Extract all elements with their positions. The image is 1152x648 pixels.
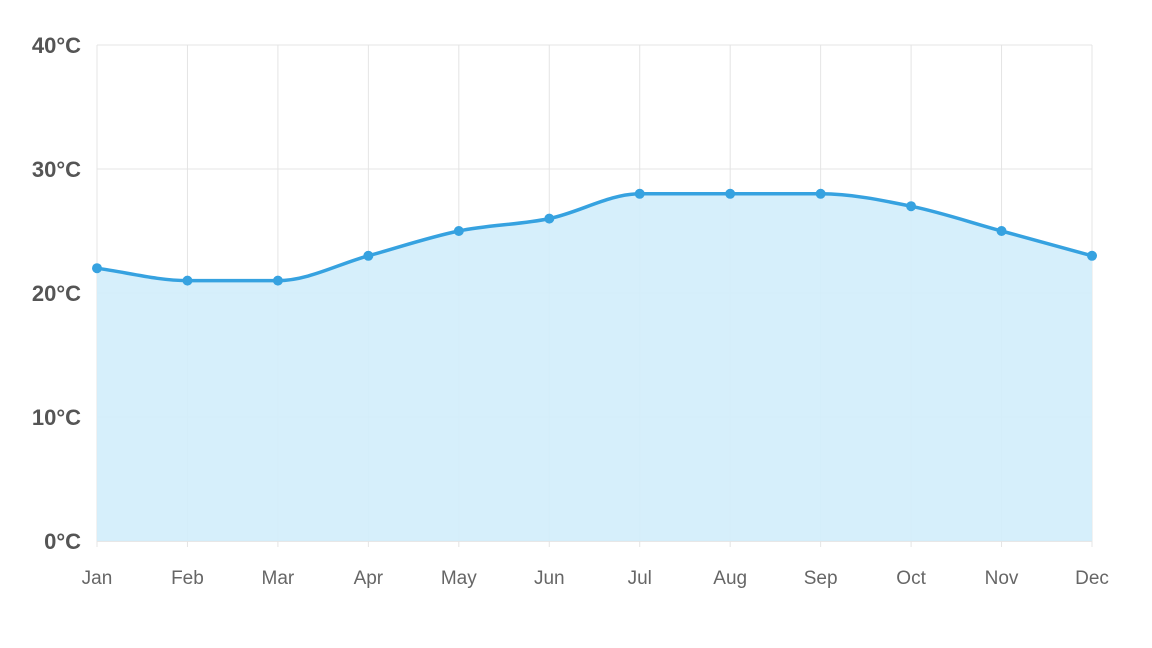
data-point-oct [906,201,917,212]
series-line [95,192,1094,283]
x-tick-label: May [441,568,477,589]
data-point-nov [996,226,1007,236]
data-point-jan [92,263,102,274]
x-tick-label: Sep [804,568,838,589]
y-tick-label: 20°C [32,281,81,306]
data-point-jun [544,213,555,224]
x-tick-label: Dec [1075,568,1109,589]
x-axis-labels: Jan Feb Mar Apr May Jun Jul Aug Sep Oct Nov Dec [82,568,1109,589]
x-tick-label: Oct [896,568,926,589]
x-tick-label: Jan [82,568,113,589]
series-area-fill [97,193,1092,542]
y-axis-labels: 0°C 10°C 20°C 30°C 40°C [32,33,81,554]
x-tick-label: Feb [171,568,204,589]
x-tick-label: Jul [628,568,652,589]
data-point-dec [1087,250,1097,261]
y-tick-label: 30°C [32,157,81,182]
x-tick-label: Nov [985,568,1019,589]
y-tick-label: 40°C [32,33,81,58]
data-point-apr [363,250,374,261]
x-tick-label: Aug [713,568,747,589]
data-point-sep [815,188,826,199]
x-tick-label: Jun [534,568,565,589]
data-point-jul [634,188,645,199]
data-point-may [453,226,464,236]
y-tick-label: 10°C [32,405,81,430]
x-tick-label: Mar [262,568,295,589]
x-tick-label: Apr [354,568,384,589]
data-point-mar [272,275,283,286]
data-point-aug [725,188,736,199]
data-points [92,188,1097,286]
data-point-feb [182,275,193,286]
y-tick-label: 0°C [44,529,81,554]
